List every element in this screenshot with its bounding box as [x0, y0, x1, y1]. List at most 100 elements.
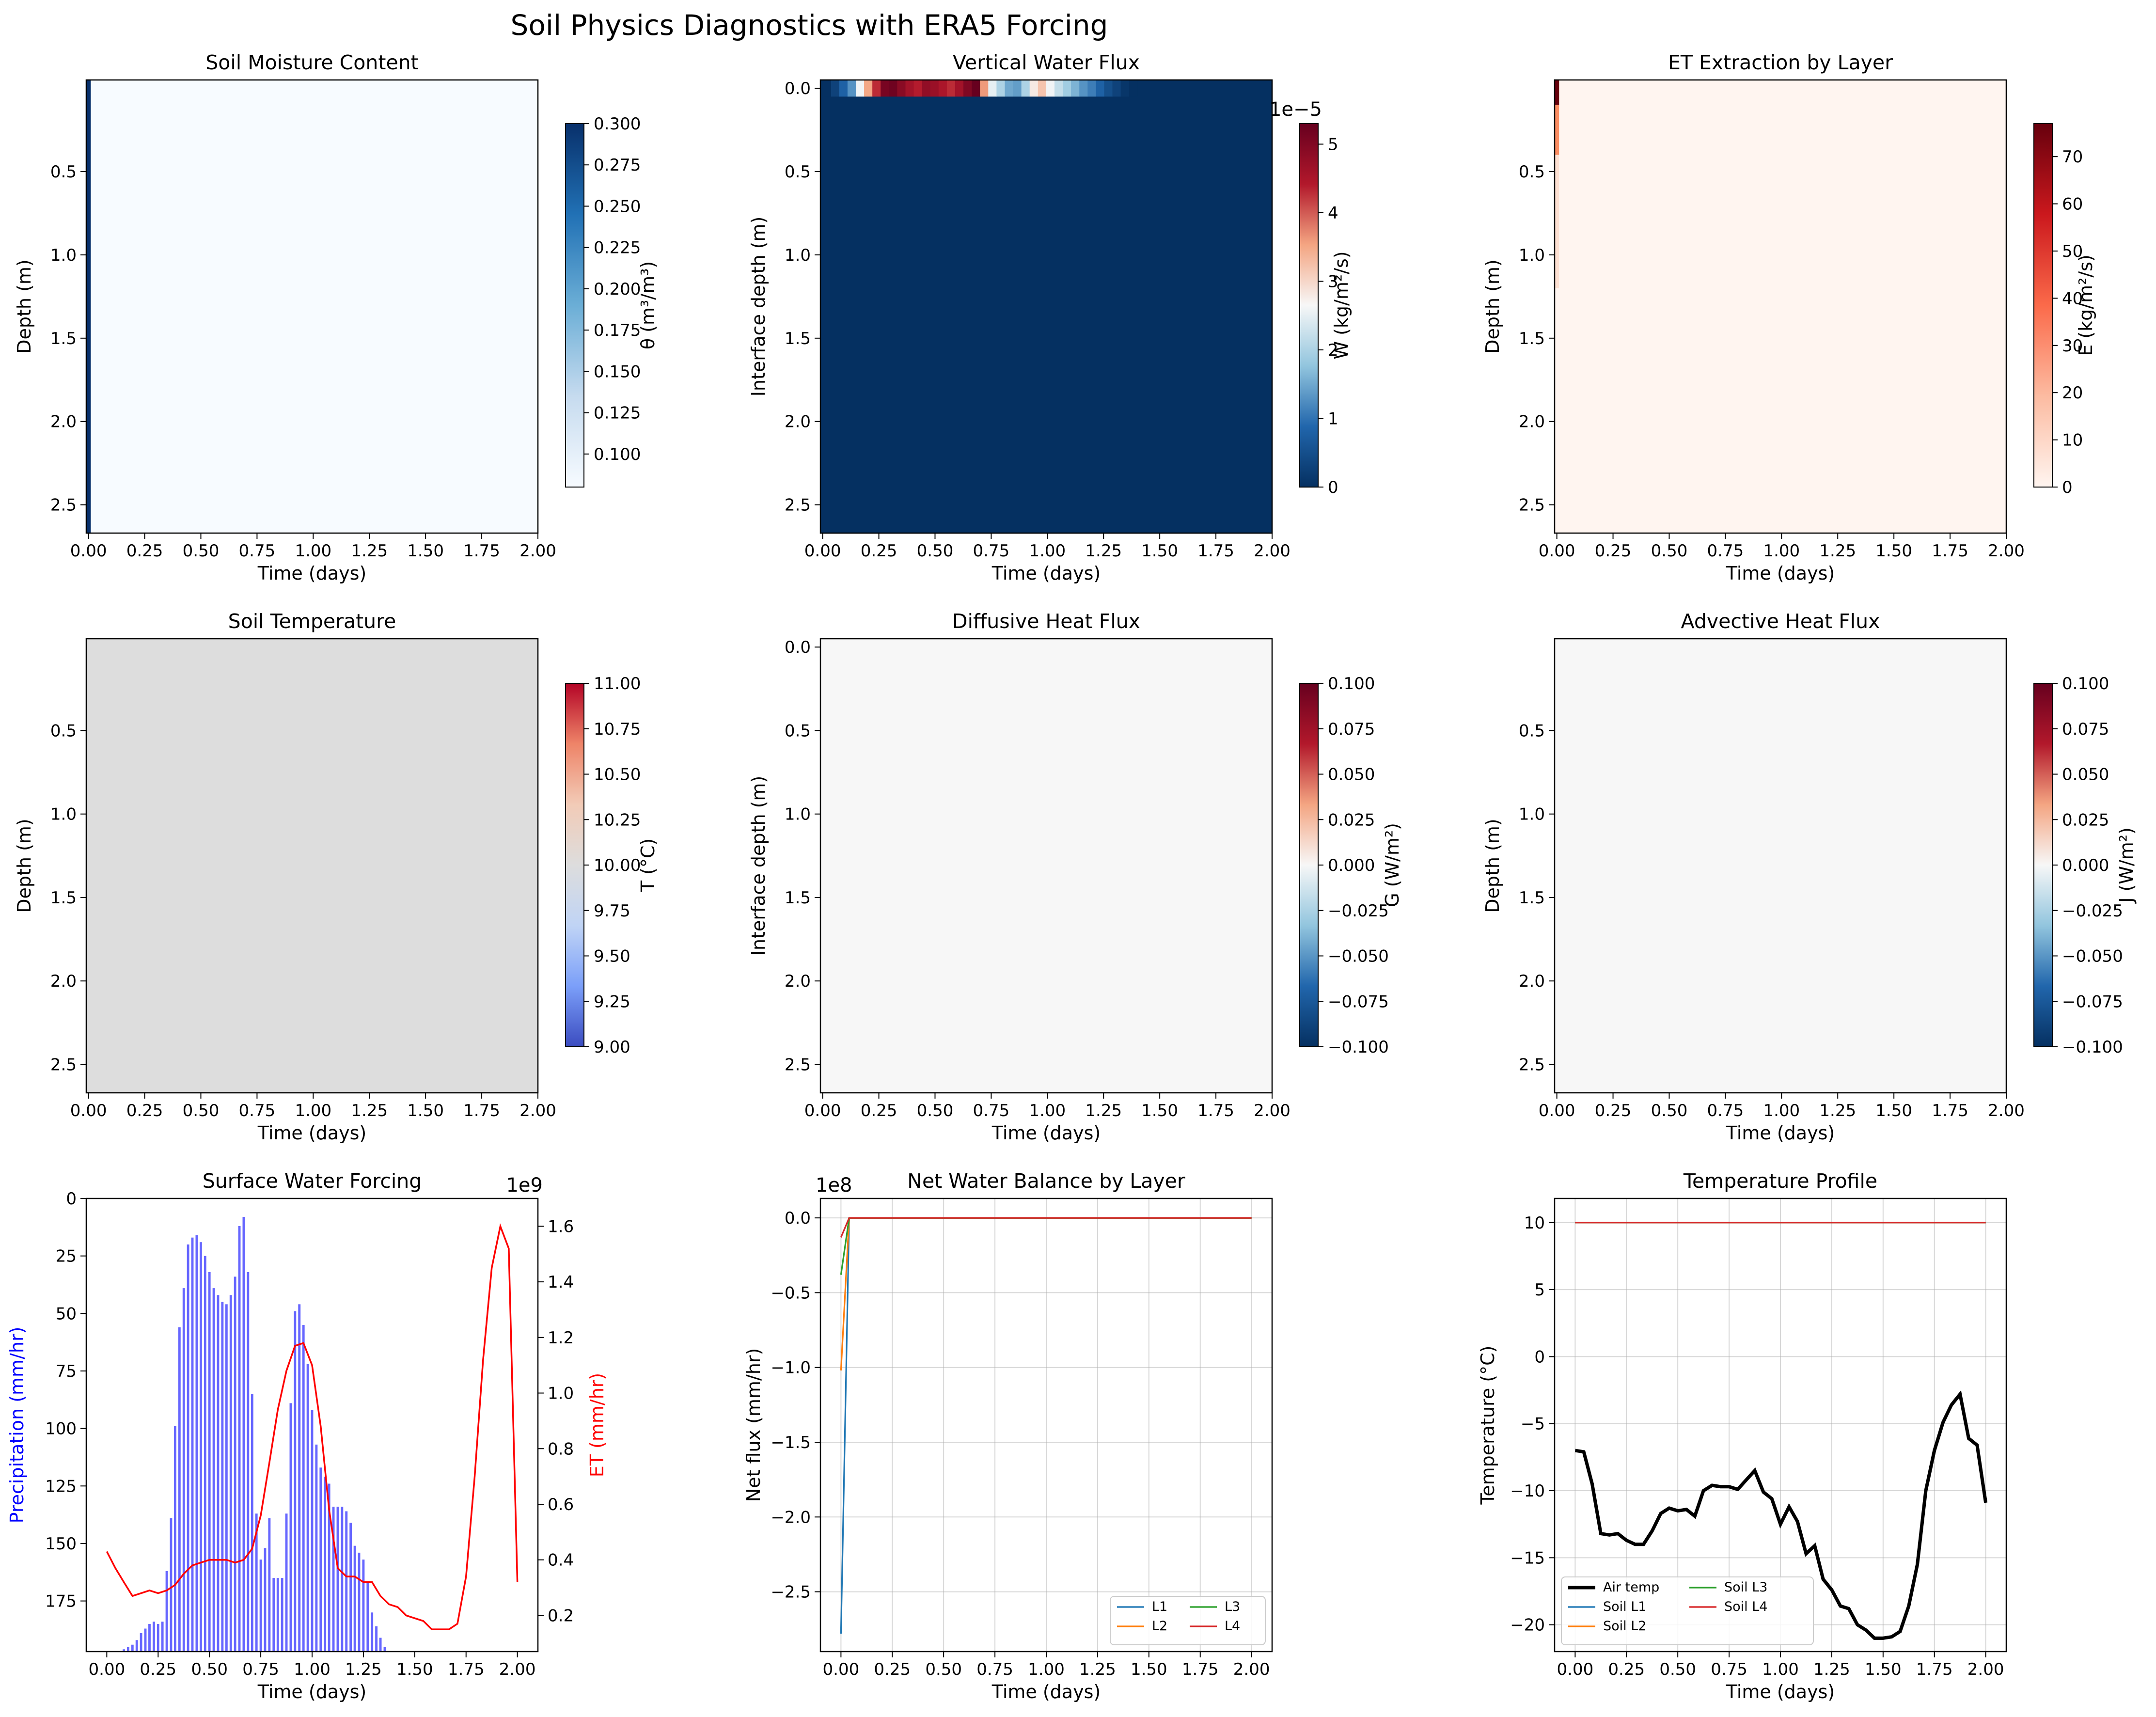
- precip-bar: [144, 1628, 147, 1652]
- y-tick-label: −10: [1510, 1481, 1545, 1501]
- y-tick-label: 25: [56, 1247, 77, 1266]
- precip-bar: [289, 1403, 292, 1652]
- y2-tick-label: 0.6: [548, 1495, 574, 1514]
- x-tick-label: 1.75: [1197, 541, 1234, 561]
- precip-bar: [126, 1647, 129, 1652]
- x-tick-label: 0.50: [1659, 1660, 1696, 1679]
- colorbar-tick-label: −0.100: [1328, 1038, 1389, 1057]
- x-tick-label: 1.25: [345, 1660, 382, 1679]
- precip-bar: [234, 1276, 236, 1652]
- x-tick-label: 1.50: [1131, 1660, 1167, 1679]
- x-tick-label: 1.00: [1029, 1101, 1066, 1120]
- precip-bar: [259, 1559, 262, 1652]
- x-tick-label: 0.75: [239, 1101, 276, 1120]
- colorbar-tick-label: 0: [1328, 478, 1338, 497]
- heatmap-cell: [86, 80, 91, 533]
- chart-title: Diffusive Heat Flux: [952, 610, 1140, 633]
- chart-title: Surface Water Forcing: [203, 1169, 422, 1193]
- y-tick-label: 2.0: [785, 412, 811, 432]
- y-tick-label: 0: [66, 1189, 77, 1209]
- x-tick-label: 0.75: [1707, 1101, 1744, 1120]
- y2-tick-label: 1.0: [548, 1384, 574, 1403]
- precip-bar: [217, 1295, 220, 1652]
- precip-bar: [268, 1518, 271, 1652]
- y-tick-label: −1.0: [771, 1358, 811, 1378]
- heatmap-cell: [831, 80, 840, 97]
- y-tick-label: 0.5: [785, 721, 811, 740]
- colorbar-tick-label: 11.00: [594, 674, 641, 693]
- x-tick-label: 1.00: [294, 1660, 330, 1679]
- heatmap-cell: [1054, 80, 1063, 97]
- precip-bar: [195, 1235, 198, 1652]
- x-tick-label: 0.25: [861, 541, 897, 561]
- x-axis-label: Time (days): [1726, 563, 1835, 584]
- colorbar-tick-label: 0.275: [594, 156, 641, 175]
- y-tick-label: 10: [1524, 1213, 1545, 1233]
- axes-frame: [1554, 79, 2007, 534]
- precip-bar: [199, 1242, 202, 1652]
- y-tick-label: 1.5: [50, 329, 77, 348]
- axes-frame: [1554, 638, 2007, 1094]
- precip-bar: [221, 1302, 224, 1652]
- colorbar-tick-label: 0.150: [594, 362, 641, 381]
- y-axis-label: Depth (m): [1482, 259, 1503, 354]
- precip-bar: [272, 1578, 275, 1652]
- heatmap-cell: [1096, 80, 1104, 97]
- precip-bar: [204, 1256, 206, 1652]
- colorbar-tick-label: 0.025: [2062, 810, 2109, 830]
- colorbar-tick-label: 0.250: [594, 197, 641, 216]
- heatmap-background: [820, 639, 1272, 1093]
- x-tick-label: 1.25: [1085, 541, 1122, 561]
- x-tick-label: 2.00: [1988, 541, 2025, 561]
- heatmap-cell: [1112, 80, 1121, 97]
- precip-bar: [328, 1483, 330, 1652]
- heatmap-cell: [938, 80, 947, 97]
- colorbar-tick-label: 70: [2062, 147, 2083, 167]
- y-tick-label: 50: [56, 1304, 77, 1323]
- heatmap-cell: [972, 80, 980, 97]
- precip-bar: [345, 1511, 348, 1652]
- colorbar: [2033, 683, 2053, 1047]
- heatmap-background: [1555, 639, 2006, 1093]
- y-tick-label: −2.0: [771, 1508, 811, 1527]
- precip-bar: [349, 1523, 352, 1652]
- y-tick-label: 2.5: [50, 496, 77, 515]
- precip-bar: [383, 1647, 386, 1652]
- x-tick-label: 1.75: [1932, 1101, 1968, 1120]
- y-tick-label: 0.5: [50, 162, 77, 182]
- colorbar-tick-label: 60: [2062, 195, 2083, 214]
- y-tick-label: 0: [1534, 1347, 1545, 1367]
- y-tick-label: 2.5: [50, 1055, 77, 1074]
- x-axis-label: Time (days): [1726, 1122, 1835, 1144]
- y-tick-label: 0.5: [785, 162, 811, 182]
- precip-bar: [229, 1295, 232, 1652]
- colorbar-tick-label: 0.050: [2062, 765, 2109, 785]
- y-tick-label: 1.5: [785, 329, 811, 348]
- precip-bar: [379, 1638, 382, 1652]
- x-tick-label: 2.00: [1988, 1101, 2025, 1120]
- y-tick-label: 0.5: [1519, 721, 1545, 740]
- y2-tick-label: 1.2: [548, 1328, 574, 1348]
- x-tick-label: 1.00: [1028, 1660, 1065, 1679]
- chart-advective_heat: 0.00 0.25 0.50 0.75 1.00 1.25 1.50 1.75 2.00 0.5 1…: [1482, 610, 2137, 1144]
- legend-box: [1110, 1596, 1266, 1645]
- y-axis-label: Interface depth (m): [748, 776, 769, 956]
- y2-axis-label: ET (mm/hr): [586, 1373, 608, 1478]
- colorbar-tick-label: 10: [2062, 431, 2083, 450]
- y-axis-label: Depth (m): [14, 259, 35, 354]
- y-tick-label: 2.0: [50, 412, 77, 432]
- heatmap-cell: [980, 80, 989, 97]
- x-axis-label: Time (days): [1726, 1681, 1835, 1702]
- x-tick-label: 0.50: [183, 541, 220, 561]
- y-tick-label: −15: [1510, 1548, 1545, 1568]
- colorbar-tick-label: 9.25: [594, 992, 630, 1011]
- colorbar-tick-label: 1: [1328, 409, 1338, 428]
- y-tick-label: 75: [56, 1362, 77, 1381]
- colorbar-tick-label: −0.050: [2062, 947, 2123, 966]
- precip-bar: [131, 1644, 134, 1652]
- chart-diffusive_heat: 0.00 0.25 0.50 0.75 1.00 1.25 1.50 1.75 2.000.00…: [748, 610, 1403, 1144]
- x-tick-label: 1.75: [448, 1660, 485, 1679]
- precip-bar: [315, 1444, 318, 1652]
- heatmap-background: [86, 639, 538, 1093]
- colorbar-tick-label: 0.200: [594, 280, 641, 299]
